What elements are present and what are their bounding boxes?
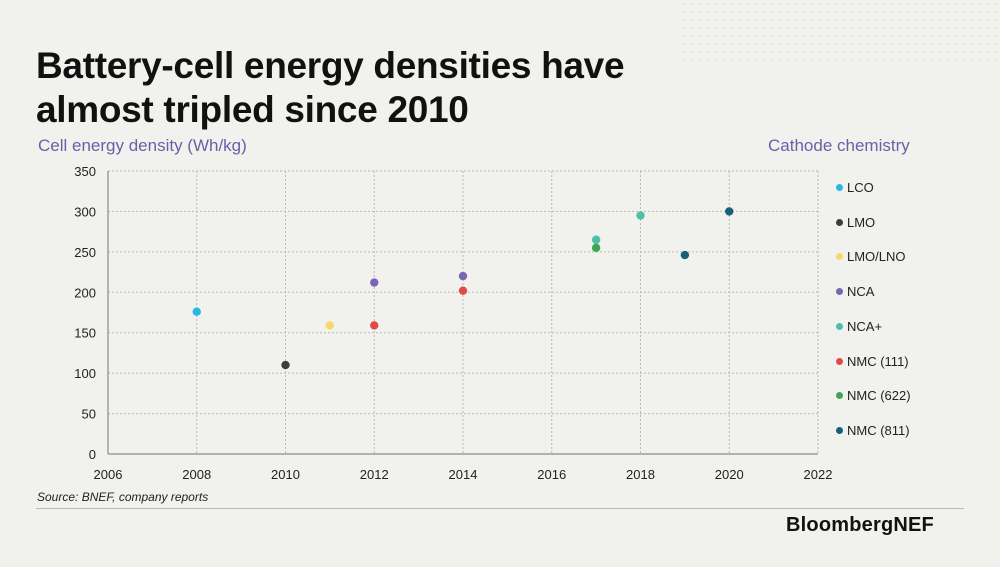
- legend-item: NMC (811): [836, 423, 910, 443]
- data-point: [591, 235, 601, 244]
- data-point: [370, 321, 379, 330]
- legend-label: LCO: [847, 180, 874, 195]
- decorative-dot-pattern: [680, 0, 1000, 60]
- data-point: [192, 307, 201, 316]
- footer-divider: [36, 508, 964, 509]
- chart-axes: [107, 171, 818, 455]
- x-tick-label: 2016: [537, 467, 566, 482]
- legend-label: NMC (622): [847, 388, 911, 404]
- y-tick-label: 350: [74, 164, 96, 179]
- data-point: [636, 211, 645, 220]
- legend-swatch: [836, 218, 843, 226]
- legend-item: NCA: [836, 284, 874, 304]
- x-tick-label: 2022: [804, 467, 833, 482]
- legend-title: Cathode chemistry: [768, 136, 910, 155]
- legend-swatch: [836, 322, 843, 330]
- legend-item: NMC (622): [836, 388, 911, 408]
- data-point: [325, 321, 335, 330]
- y-tick-label: 50: [82, 407, 96, 422]
- legend-label: LMO: [847, 214, 876, 230]
- x-tick-label: 2012: [360, 467, 389, 482]
- legend-item: LMO/LNO: [836, 249, 906, 269]
- x-tick-label: 2020: [715, 467, 744, 482]
- legend-label: NCA: [847, 284, 875, 300]
- y-tick-label: 150: [74, 326, 96, 341]
- x-tick-label: 2018: [626, 467, 655, 482]
- x-tick-label: 2006: [94, 467, 123, 482]
- legend-swatch: [836, 253, 843, 261]
- legend-swatch: [836, 184, 843, 192]
- legend-swatch: [836, 426, 843, 434]
- legend-swatch: [836, 288, 843, 296]
- y-tick-label: 300: [74, 204, 96, 219]
- data-point: [370, 278, 379, 287]
- brand-logo: BloombergNEF: [786, 514, 934, 537]
- legend-item: LMO: [836, 215, 875, 235]
- legend-swatch: [836, 357, 843, 365]
- legend-item: NCA+: [836, 319, 882, 339]
- legend-label: NMC (111): [847, 353, 909, 369]
- data-point: [281, 360, 290, 370]
- data-point: [591, 243, 601, 253]
- source-note: Source: BNEF, company reports: [37, 490, 209, 504]
- y-axis-label: Cell energy density (Wh/kg): [38, 136, 247, 155]
- x-tick-label: 2010: [271, 467, 300, 482]
- y-tick-label: 100: [74, 366, 96, 381]
- legend-item: NMC (111): [836, 354, 909, 374]
- y-tick-label: 250: [74, 245, 96, 260]
- y-tick-label: 200: [74, 285, 96, 300]
- y-tick-label: 0: [89, 447, 96, 462]
- legend-label: NCA+: [847, 318, 883, 334]
- page-title: Battery-cell energy densities have almos…: [36, 44, 625, 132]
- data-point: [458, 286, 468, 295]
- chart-tick-labels: 0 50 100 150 200 250 300 350 2006 2008 2010 2012 201…: [74, 164, 832, 482]
- title-line-2: almost tripled since 2010: [36, 89, 469, 130]
- x-tick-label: 2008: [182, 467, 211, 482]
- x-tick-label: 2014: [449, 467, 478, 482]
- data-point: [725, 207, 734, 216]
- legend-label: NMC (811): [847, 422, 910, 438]
- data-point: [458, 271, 468, 281]
- brand-name: BloombergNEF: [786, 514, 934, 536]
- chart-grid: [108, 170, 819, 454]
- title-line-1: Battery-cell energy densities have: [36, 45, 625, 86]
- legend-swatch: [836, 392, 843, 400]
- chart-points: [192, 207, 734, 370]
- data-point: [680, 250, 690, 260]
- legend-label: LMO/LNO: [847, 249, 906, 265]
- legend-item: LCO: [836, 180, 874, 200]
